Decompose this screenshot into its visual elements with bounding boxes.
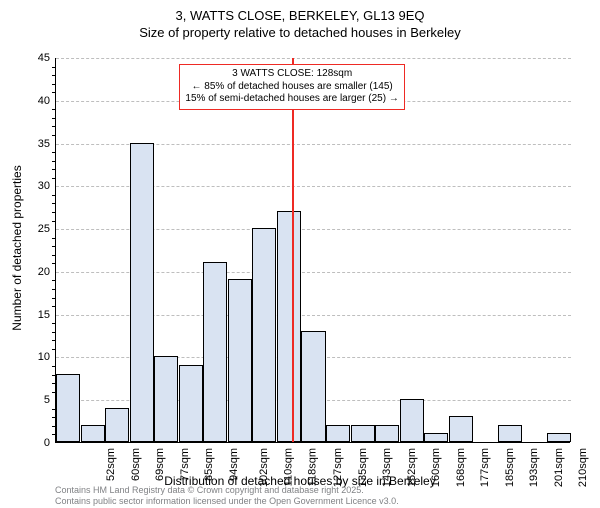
histogram-bar [56,374,80,442]
y-minor-tick [52,289,56,290]
y-minor-tick [52,306,56,307]
y-minor-tick [52,118,56,119]
y-tick-label: 0 [20,437,50,449]
marker-callout: 3 WATTS CLOSE: 128sqm← 85% of detached h… [179,64,404,110]
histogram-bar [375,425,399,442]
y-minor-tick [52,109,56,110]
histogram-bar [351,425,375,442]
y-minor-tick [52,263,56,264]
histogram-bar [424,433,448,442]
y-tick-label: 45 [20,52,50,64]
y-tick-label: 5 [20,394,50,406]
callout-line: 15% of semi-detached houses are larger (… [185,93,398,106]
y-minor-tick [52,238,56,239]
histogram-bar [105,408,129,442]
y-minor-tick [52,152,56,153]
histogram-bar [154,356,178,442]
histogram-bar [179,365,203,442]
histogram-bar [326,425,350,442]
histogram-bar [498,425,522,442]
marker-line [292,58,294,442]
chart-title-sub: Size of property relative to detached ho… [0,25,600,40]
histogram-bar [449,416,473,442]
y-minor-tick [52,212,56,213]
histogram-bar [547,433,571,442]
y-minor-tick [52,280,56,281]
histogram-bar [400,399,424,442]
y-tick-label: 20 [20,266,50,278]
y-minor-tick [52,366,56,367]
y-tick-label: 40 [20,95,50,107]
y-tick-label: 30 [20,180,50,192]
y-tick-label: 25 [20,223,50,235]
y-minor-tick [52,203,56,204]
y-minor-tick [52,178,56,179]
y-minor-tick [52,332,56,333]
y-minor-tick [52,75,56,76]
y-minor-tick [52,92,56,93]
credits-line2: Contains public sector information licen… [55,496,399,506]
y-minor-tick [52,135,56,136]
histogram-bar [228,279,252,442]
y-minor-tick [52,126,56,127]
y-tick-label: 35 [20,138,50,150]
y-minor-tick [52,298,56,299]
y-minor-tick [52,255,56,256]
y-minor-tick [52,169,56,170]
histogram-bar [203,262,227,442]
gridline-h [56,58,571,59]
y-minor-tick [52,323,56,324]
callout-line: ← 85% of detached houses are smaller (14… [185,81,398,94]
chart-area: 05101520253035404552sqm60sqm69sqm77sqm85… [55,58,570,443]
histogram-bar [252,228,276,442]
y-minor-tick [52,161,56,162]
credits-line1: Contains HM Land Registry data © Crown c… [55,485,399,495]
credits: Contains HM Land Registry data © Crown c… [55,485,399,506]
y-minor-tick [52,84,56,85]
plot-region: 05101520253035404552sqm60sqm69sqm77sqm85… [55,58,570,443]
y-tick-label: 10 [20,351,50,363]
y-minor-tick [52,340,56,341]
histogram-bar [301,331,325,442]
y-minor-tick [52,221,56,222]
chart-title-main: 3, WATTS CLOSE, BERKELEY, GL13 9EQ [0,8,600,23]
histogram-bar [277,211,301,442]
histogram-bar [130,143,154,442]
histogram-bar [81,425,105,442]
y-minor-tick [52,246,56,247]
y-minor-tick [52,195,56,196]
y-tick-label: 15 [20,309,50,321]
y-minor-tick [52,67,56,68]
callout-line: 3 WATTS CLOSE: 128sqm [185,68,398,81]
y-minor-tick [52,349,56,350]
